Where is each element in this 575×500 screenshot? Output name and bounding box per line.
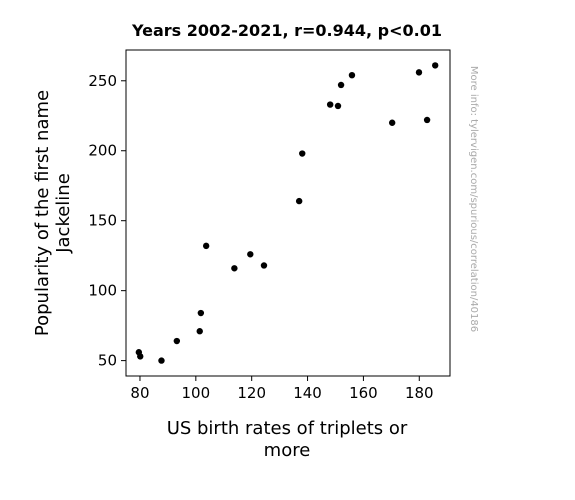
x-axis-label-line-2: more xyxy=(264,440,311,461)
x-tick-label: 80 xyxy=(130,384,149,402)
data-point xyxy=(337,81,345,89)
x-tick-label: 100 xyxy=(182,384,211,402)
data-point xyxy=(197,309,205,317)
y-tick-label: 200 xyxy=(88,142,117,160)
data-point xyxy=(202,242,210,250)
plot-area: 80 100 120 140 160 180 50 100 150 200 250 xyxy=(88,49,451,402)
data-point xyxy=(158,357,165,364)
data-point xyxy=(196,328,203,335)
data-point xyxy=(173,337,181,345)
x-axis-label-line-1: US birth rates of triplets or xyxy=(167,418,408,439)
y-axis-label-line-2: Jackeline xyxy=(53,173,74,254)
y-tick-label: 250 xyxy=(88,72,117,90)
x-tick-label: 140 xyxy=(293,384,322,402)
x-tick-label: 120 xyxy=(237,384,266,402)
y-tick-label: 100 xyxy=(88,282,117,300)
data-point xyxy=(388,119,396,126)
data-point xyxy=(326,101,334,108)
data-point xyxy=(334,102,342,110)
data-point xyxy=(137,353,144,360)
y-tick-label: 50 xyxy=(98,352,117,370)
x-tick-label: 160 xyxy=(349,384,378,402)
data-point xyxy=(247,251,254,258)
y-axis-label-line-1: Popularity of the first name xyxy=(32,90,53,336)
watermark-text: More info: tylervigen.com/spurious/corre… xyxy=(468,66,479,332)
data-point xyxy=(348,71,356,79)
data-point xyxy=(415,69,423,76)
x-tick-label: 180 xyxy=(405,384,434,402)
y-tick-label: 150 xyxy=(88,212,117,230)
plot-frame xyxy=(125,49,451,377)
data-point xyxy=(260,262,268,269)
data-point xyxy=(431,62,439,69)
data-point xyxy=(299,150,306,157)
data-point xyxy=(231,265,238,272)
data-point xyxy=(295,197,303,205)
data-point xyxy=(423,116,431,124)
chart-title: Years 2002-2021, r=0.944, p<0.01 xyxy=(131,21,442,40)
